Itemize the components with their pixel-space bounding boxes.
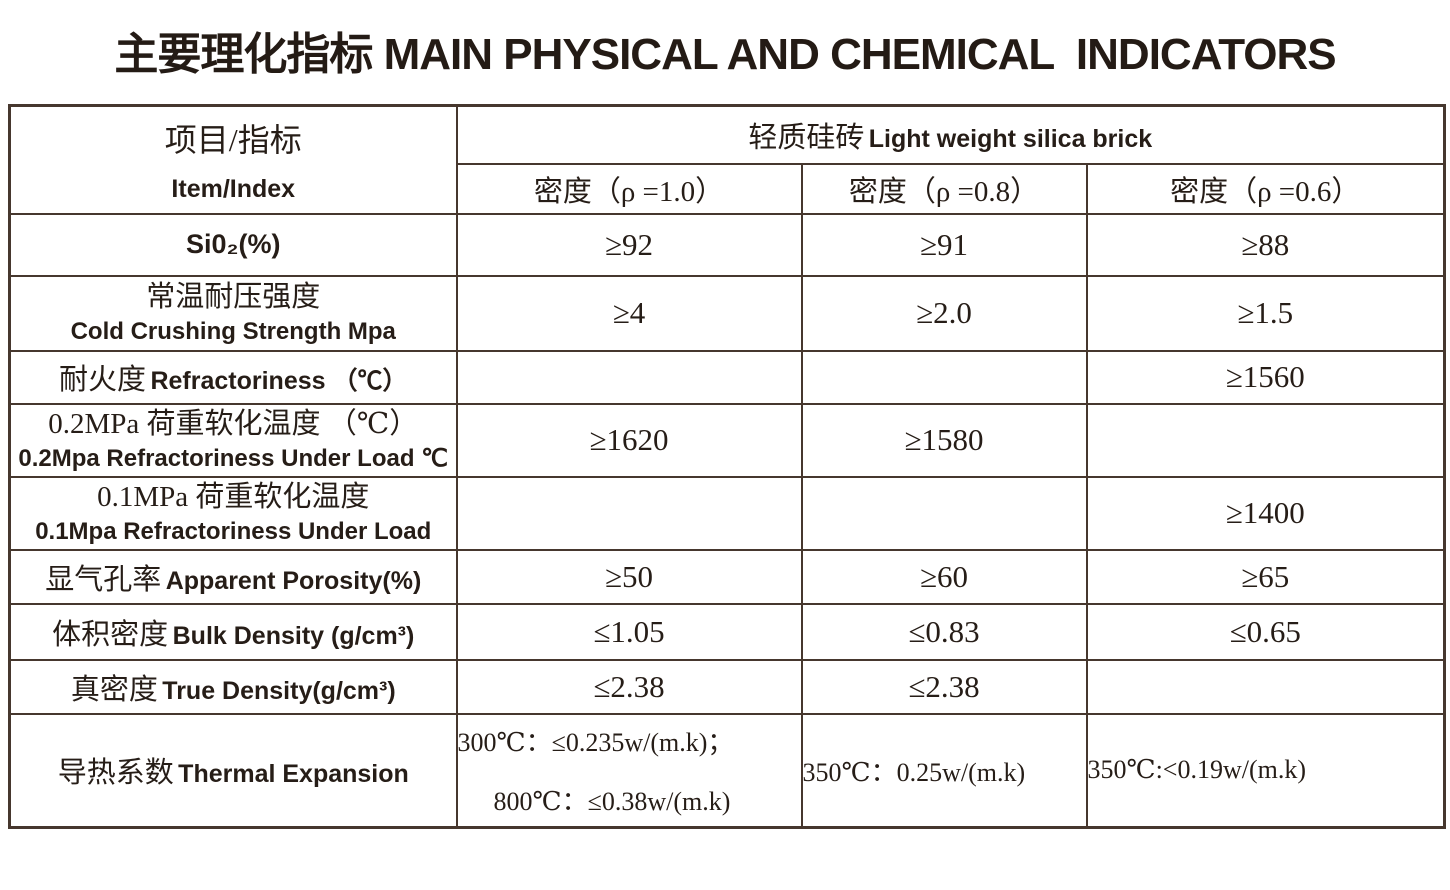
value-cell: ≤0.65 <box>1085 602 1446 661</box>
row-label-zh: 真密度 <box>70 673 158 706</box>
thermal-value-300c: 300℃：≤0.235w/(m.k)； <box>457 728 734 758</box>
value-cell: ≤2.38 <box>800 658 1088 715</box>
value-cell <box>1085 402 1446 478</box>
row-label-zh: 导热系数 <box>57 757 174 790</box>
table-row-bulk-density: 体积密度 Bulk Density (g/cm³) ≤1.05 ≤0.83 ≤0… <box>8 602 1446 661</box>
row-label-zh: 耐火度 <box>59 364 147 396</box>
value-cell: ≥1.5 <box>1085 274 1446 352</box>
header-product-group: 轻质硅砖 Light weight silica brick <box>455 104 1446 165</box>
thermal-value-800c: 800℃：≤0.38w/(m.k) <box>493 787 731 817</box>
row-label-sio2-text: Si0₂(%) <box>185 229 281 259</box>
header-density-0.8: 密度（ρ =0.8） <box>800 162 1088 215</box>
value-cell: ≤1.05 <box>455 602 803 661</box>
table-row-true-density: 真密度 True Density(g/cm³) ≤2.38 ≤2.38 <box>8 658 1446 715</box>
row-label-bulk-density: 体积密度 Bulk Density (g/cm³) <box>8 602 458 661</box>
value-cell <box>1085 658 1446 715</box>
table-row-0.1mpa-refractoriness-under-load: 0.1MPa 荷重软化温度 0.1Mpa Refractoriness Unde… <box>8 475 1446 551</box>
table-row-0.2mpa-refractoriness-under-load: 0.2MPa 荷重软化温度 （℃） 0.2Mpa Refractoriness … <box>8 402 1446 478</box>
table-row-thermal-conductivity: 导热系数 Thermal Expansion 300℃：≤0.235w/(m.k… <box>8 712 1446 829</box>
row-label-sio2: Si0₂(%) <box>8 212 458 277</box>
value-cell: ≥50 <box>455 548 803 605</box>
value-cell: ≥4 <box>455 274 803 352</box>
row-label-0.2mpa: 0.2MPa 荷重软化温度 （℃） 0.2Mpa Refractoriness … <box>8 402 458 478</box>
value-cell <box>455 475 803 551</box>
value-cell: ≥92 <box>455 212 803 277</box>
value-cell: ≥65 <box>1085 548 1446 605</box>
value-cell-thermal-0.6: 350℃:<0.19w/(m.k) <box>1085 712 1446 829</box>
value-cell: ≥2.0 <box>800 274 1088 352</box>
row-label-thermal-conductivity: 导热系数 Thermal Expansion <box>8 712 458 829</box>
value-cell <box>800 475 1088 551</box>
value-cell: ≥88 <box>1085 212 1446 277</box>
row-label-apparent-porosity: 显气孔率 Apparent Porosity(%) <box>8 548 458 605</box>
table-row-sio2: Si0₂(%) ≥92 ≥91 ≥88 <box>8 212 1446 277</box>
value-cell: ≤2.38 <box>455 658 803 715</box>
header-item-index: 项目/指标 Item/Index <box>8 104 458 215</box>
row-label-en: 0.1Mpa Refractoriness Under Load <box>35 518 432 546</box>
value-cell: ≤0.83 <box>800 602 1088 661</box>
row-label-refractoriness: 耐火度 Refractoriness （℃） <box>8 349 458 405</box>
row-label-en: Thermal Expansion <box>178 760 409 789</box>
value-cell: ≥1400 <box>1085 475 1446 551</box>
row-label-zh: 显气孔率 <box>45 563 162 596</box>
value-cell-thermal-1.0: 300℃：≤0.235w/(m.k)； 800℃：≤0.38w/(m.k) <box>455 712 803 829</box>
row-label-en: Cold Crushing Strength Mpa <box>70 318 396 346</box>
header-group-en: Light weight silica brick <box>868 124 1153 153</box>
row-label-zh: 0.2MPa 荷重软化温度 （℃） <box>48 407 419 440</box>
value-cell: ≥1620 <box>455 402 803 478</box>
header-row-group: 项目/指标 Item/Index 轻质硅砖 Light weight silic… <box>8 104 1446 215</box>
row-label-en: Apparent Porosity(%) <box>165 566 422 595</box>
row-label-en: Refractoriness （℃） <box>150 367 408 395</box>
header-item-en: Item/Index <box>171 175 296 204</box>
table-row-apparent-porosity: 显气孔率 Apparent Porosity(%) ≥50 ≥60 ≥65 <box>8 548 1446 605</box>
row-label-en: True Density(g/cm³) <box>162 676 396 705</box>
row-label-en: 0.2Mpa Refractoriness Under Load ℃ <box>18 445 449 473</box>
page-title-en: MAIN PHYSICAL AND CHEMICAL INDICATORS <box>383 30 1337 79</box>
page-title: 主要理化指标 MAIN PHYSICAL AND CHEMICAL INDICA… <box>0 18 1450 82</box>
title-separator <box>372 30 383 79</box>
value-cell: ≥60 <box>800 548 1088 605</box>
table-row-refractoriness: 耐火度 Refractoriness （℃） ≥1560 <box>8 349 1446 405</box>
value-cell: ≥91 <box>800 212 1088 277</box>
indicators-table: 项目/指标 Item/Index 轻质硅砖 Light weight silic… <box>8 104 1446 829</box>
value-cell: ≥1560 <box>1085 349 1446 405</box>
row-label-true-density: 真密度 True Density(g/cm³) <box>8 658 458 715</box>
row-label-0.1mpa: 0.1MPa 荷重软化温度 0.1Mpa Refractoriness Unde… <box>8 475 458 551</box>
value-cell: ≥1580 <box>800 402 1088 478</box>
row-label-zh: 常温耐压强度 <box>146 280 321 313</box>
value-cell <box>800 349 1088 405</box>
header-density-1.0: 密度（ρ =1.0） <box>455 162 803 215</box>
value-cell-thermal-0.8: 350℃：0.25w/(m.k) <box>800 712 1088 829</box>
page-title-zh: 主要理化指标 <box>114 30 373 79</box>
table-row-cold-crushing-strength: 常温耐压强度 Cold Crushing Strength Mpa ≥4 ≥2.… <box>8 274 1446 352</box>
header-row-density: 密度（ρ =1.0） 密度（ρ =0.8） 密度（ρ =0.6） <box>10 162 1446 215</box>
row-label-cold-crushing-strength: 常温耐压强度 Cold Crushing Strength Mpa <box>8 274 458 352</box>
value-cell <box>455 349 803 405</box>
header-item-zh: 项目/指标 <box>164 122 302 159</box>
header-density-0.6: 密度（ρ =0.6） <box>1085 162 1446 215</box>
row-label-zh: 体积密度 <box>52 618 169 651</box>
header-group-zh: 轻质硅砖 <box>748 121 865 154</box>
row-label-zh: 0.1MPa 荷重软化温度 <box>97 480 370 513</box>
row-label-en: Bulk Density (g/cm³) <box>172 621 415 650</box>
